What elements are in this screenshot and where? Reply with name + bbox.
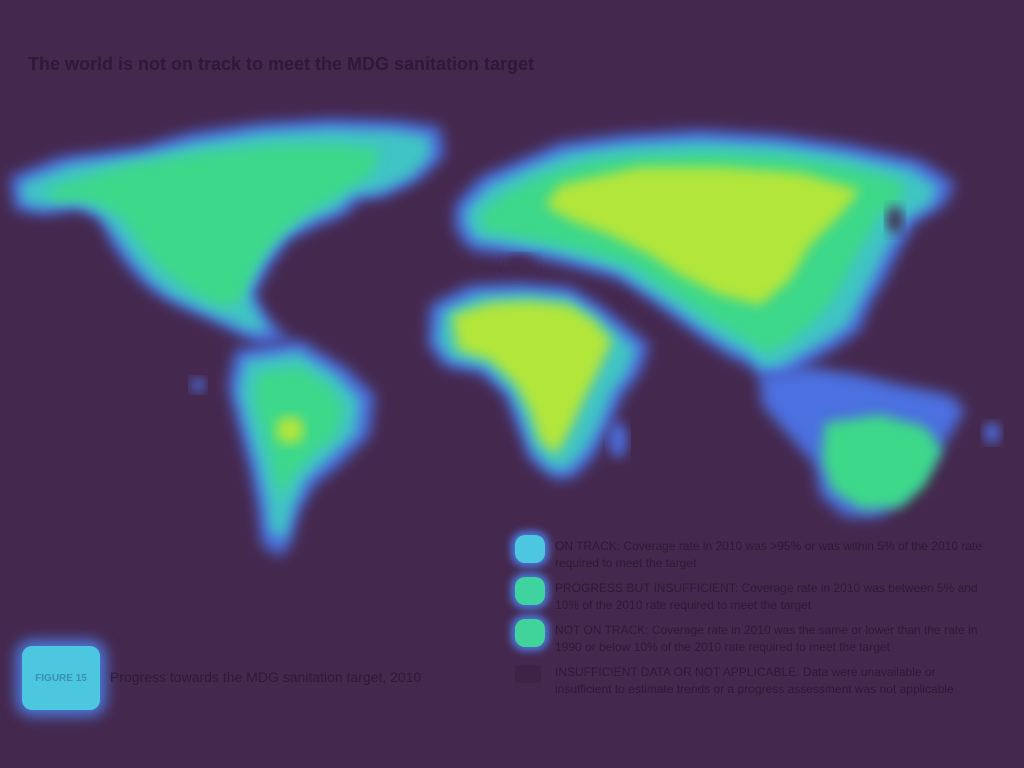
legend-swatch-on-track [515, 535, 545, 563]
legend-label-insufficient-data: INSUFFICIENT DATA OR NOT APPLICABLE: Dat… [555, 665, 954, 696]
legend-swatch-insufficient-data [515, 665, 541, 683]
figure-label: FIGURE 15 [35, 672, 87, 684]
page-title: The world is not on track to meet the MD… [28, 54, 535, 74]
legend-item-on-track: ON TRACK: Coverage rate in 2010 was >95%… [510, 535, 1010, 580]
figure-caption: Progress towards the MDG sanitation targ… [110, 669, 422, 685]
map-legend: ON TRACK: Coverage rate in 2010 was >95%… [510, 535, 1010, 724]
legend-label-on-track: ON TRACK: Coverage rate in 2010 was >95%… [555, 539, 983, 570]
region-europe-asia [455, 130, 955, 380]
legend-swatch-not-on-track [515, 619, 545, 647]
legend-item-progress-insufficient: PROGRESS BUT INSUFFICIENT: Coverage rate… [510, 577, 1010, 622]
figure-badge: FIGURE 15 [22, 646, 100, 710]
legend-item-not-on-track: NOT ON TRACK: Coverage rate in 2010 was … [510, 619, 1010, 664]
legend-label-progress-insufficient: PROGRESS BUT INSUFFICIENT: Coverage rate… [555, 581, 978, 612]
region-oceania [191, 367, 1000, 517]
region-south-america [228, 340, 375, 557]
region-africa [428, 283, 650, 480]
region-north-america [10, 119, 445, 345]
legend-swatch-progress-insufficient [515, 577, 545, 605]
world-map [0, 105, 1024, 575]
legend-label-not-on-track: NOT ON TRACK: Coverage rate in 2010 was … [555, 623, 978, 654]
legend-item-insufficient-data: INSUFFICIENT DATA OR NOT APPLICABLE: Dat… [510, 664, 1010, 724]
